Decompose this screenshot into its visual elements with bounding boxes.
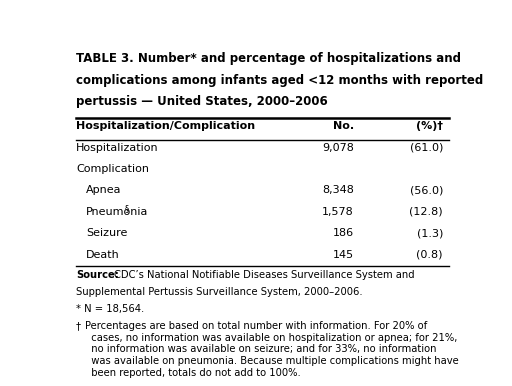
Text: 186: 186 xyxy=(332,228,354,238)
Text: (56.0): (56.0) xyxy=(410,185,443,195)
Text: Pneumonia: Pneumonia xyxy=(86,207,148,217)
Text: 9,078: 9,078 xyxy=(322,142,354,152)
Text: Percentages are based on total number with information. For 20% of
  cases, no i: Percentages are based on total number wi… xyxy=(84,321,458,378)
Text: complications among infants aged <12 months with reported: complications among infants aged <12 mon… xyxy=(76,74,483,87)
Text: §: § xyxy=(124,204,129,213)
Text: Complication: Complication xyxy=(76,164,149,174)
Text: (61.0): (61.0) xyxy=(410,142,443,152)
Text: †: † xyxy=(76,321,81,331)
Text: Hospitalization/Complication: Hospitalization/Complication xyxy=(76,121,255,131)
Text: (%)†: (%)† xyxy=(416,121,443,131)
Text: CDC’s National Notifiable Diseases Surveillance System and: CDC’s National Notifiable Diseases Surve… xyxy=(114,269,414,279)
Text: No.: No. xyxy=(332,121,354,131)
Text: 145: 145 xyxy=(332,250,354,260)
Text: (1.3): (1.3) xyxy=(417,228,443,238)
Text: Death: Death xyxy=(86,250,120,260)
Text: TABLE 3. Number* and percentage of hospitalizations and: TABLE 3. Number* and percentage of hospi… xyxy=(76,52,461,65)
Text: 1,578: 1,578 xyxy=(322,207,354,217)
Text: Hospitalization: Hospitalization xyxy=(76,142,159,152)
Text: pertussis — United States, 2000–2006: pertussis — United States, 2000–2006 xyxy=(76,95,328,108)
Text: (12.8): (12.8) xyxy=(409,207,443,217)
Text: Source:: Source: xyxy=(76,269,119,279)
Text: * N = 18,564.: * N = 18,564. xyxy=(76,304,144,314)
Text: Apnea: Apnea xyxy=(86,185,121,195)
Text: Seizure: Seizure xyxy=(86,228,127,238)
Text: 8,348: 8,348 xyxy=(322,185,354,195)
Text: (0.8): (0.8) xyxy=(416,250,443,260)
Text: Supplemental Pertussis Surveillance System, 2000–2006.: Supplemental Pertussis Surveillance Syst… xyxy=(76,287,362,297)
